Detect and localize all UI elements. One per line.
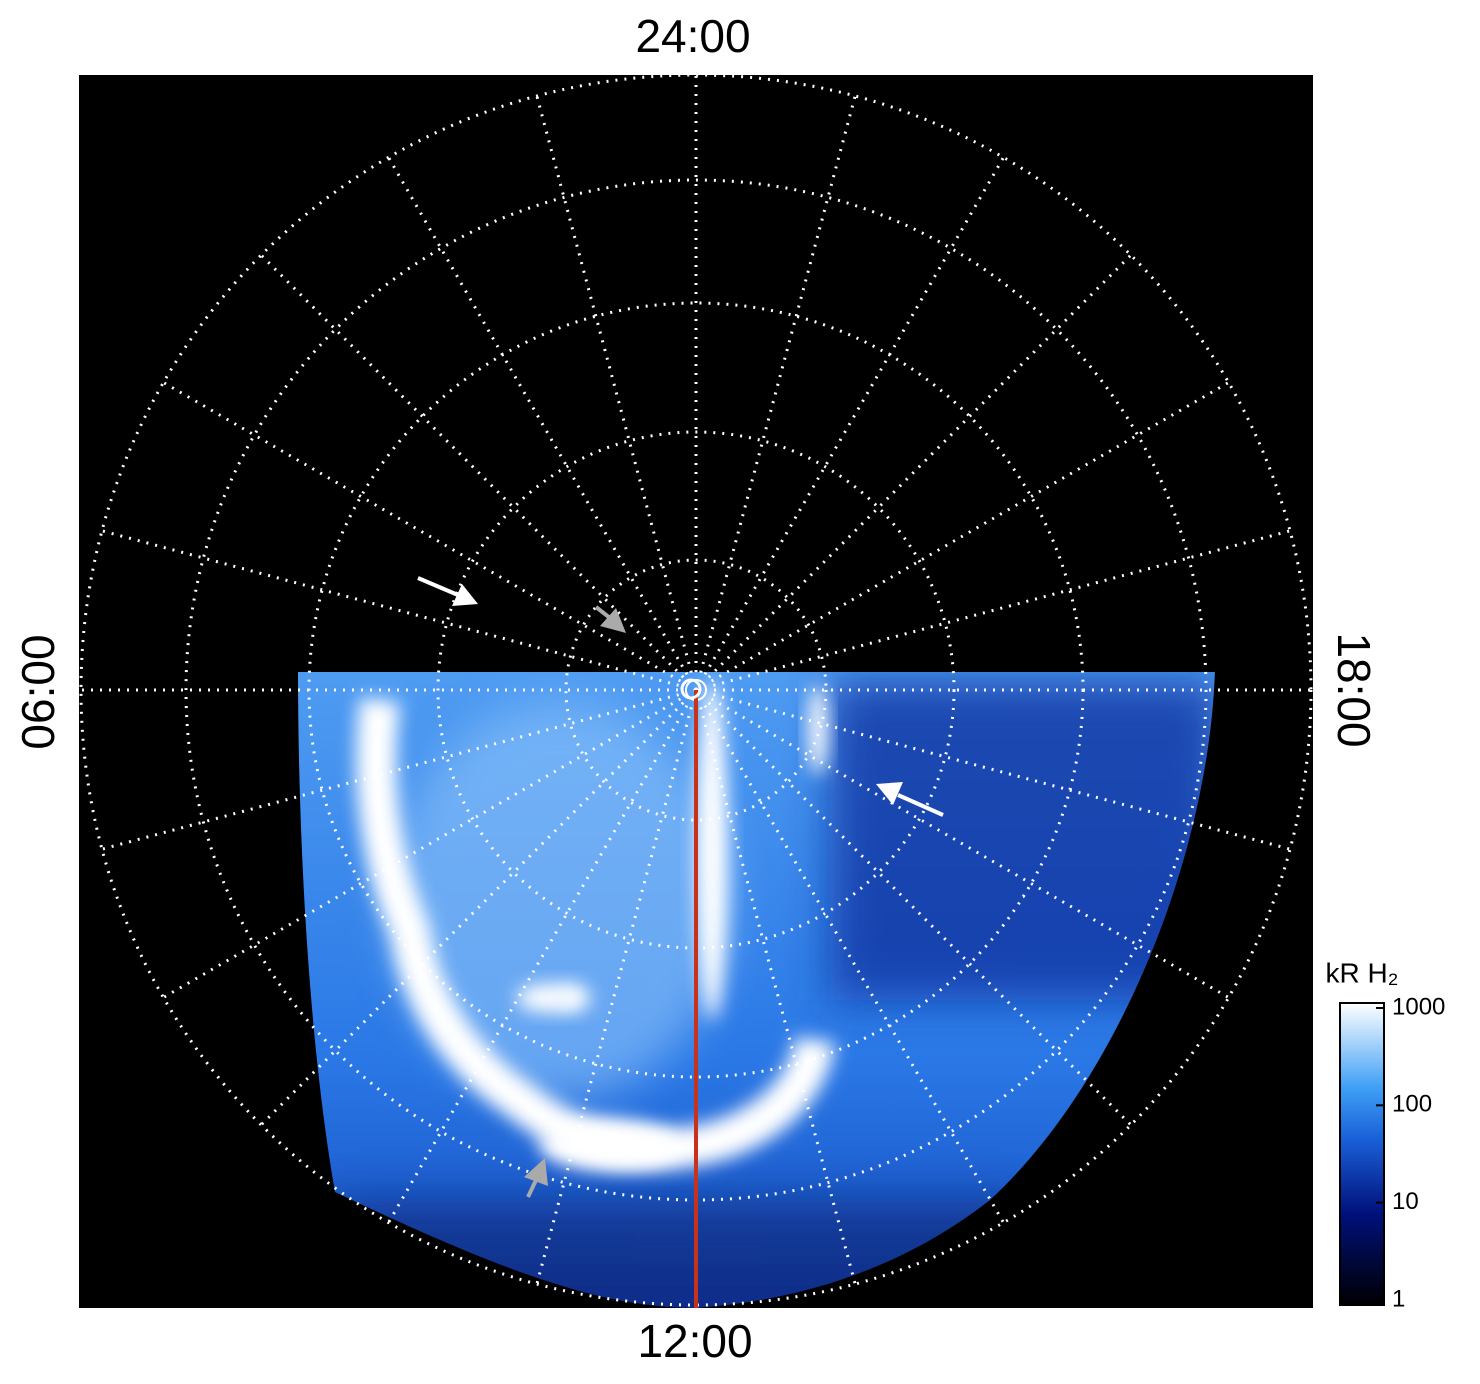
aurora-emission [298,668,1215,1308]
colorbar: kR H₂ 1 10 100 1000 [1325,957,1445,1312]
longitude-line [161,380,697,692]
colorbar-tick-label: 10 [1392,1188,1419,1215]
colorbar-title: kR H₂ [1325,957,1398,988]
arrows [417,576,944,1198]
colorbar-tick-label: 100 [1392,1091,1432,1118]
top-label: 24:00 [635,10,750,62]
longitude-line [694,253,1133,692]
bottom-label: 12:00 [637,1315,752,1367]
longitude-line [695,688,1231,1000]
longitude-line [100,688,697,851]
latitude-circle [79,73,1313,1307]
longitude-line [259,688,698,1127]
longitude-line [386,155,698,691]
left-label: 06:00 [12,634,64,749]
colorbar-scale [1339,1002,1385,1306]
polar-grid [79,73,1313,1307]
longitude-line [695,529,1292,692]
longitude-line [694,689,1006,1225]
longitude-line [259,253,698,692]
longitude-line [695,380,1231,692]
longitude-line [535,94,698,691]
longitude-line [386,689,698,1225]
longitude-line [694,689,857,1286]
longitude-line [694,688,1133,1127]
colorbar-tick-label: 1000 [1392,993,1445,1020]
longitude-line [694,155,1006,691]
colorbar-tick-label: 1 [1392,1285,1405,1312]
longitude-line [694,94,857,691]
right-label: 18:00 [1328,632,1380,747]
longitude-line [535,689,698,1286]
longitude-line [695,688,1292,851]
longitude-line [161,688,697,1000]
pole-marker [680,678,702,700]
longitude-line [100,529,697,692]
latitude-circle [564,558,828,822]
